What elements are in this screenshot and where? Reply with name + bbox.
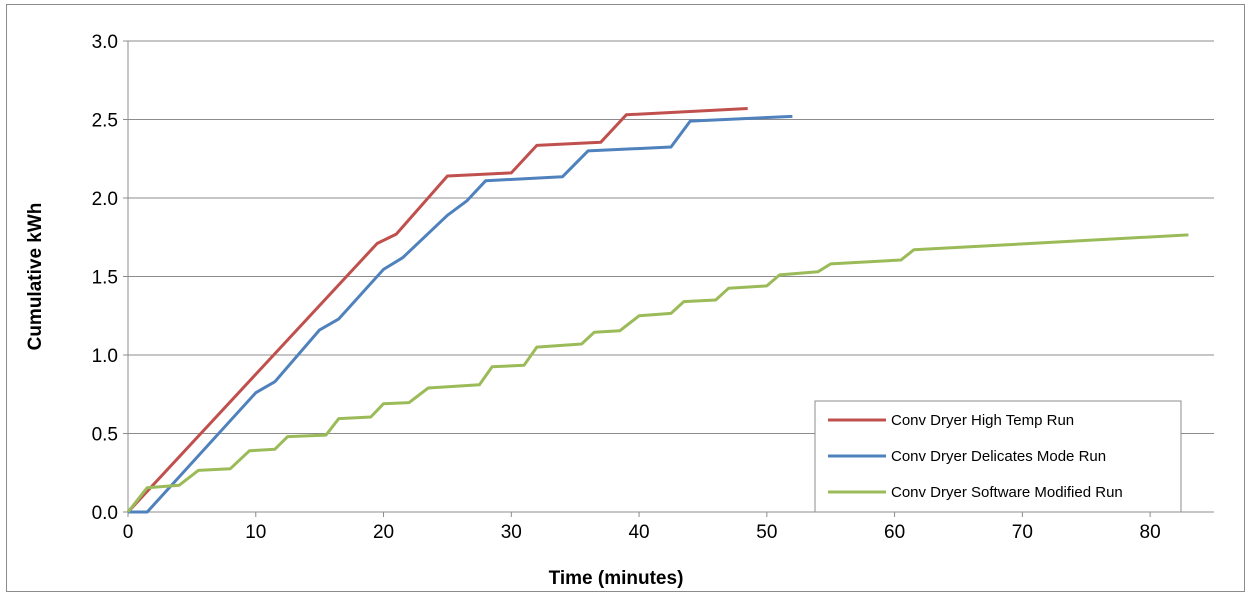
axes: 0.0 0.5 1.0 1.5 2.0 2.5 3.0 0 10 20 30 40 50 60 70 80 bbox=[92, 32, 1214, 543]
legend-label-3: Conv Dryer Software Modified Run bbox=[891, 484, 1123, 501]
series-line-2 bbox=[128, 114, 793, 514]
y-tick-label: 0.5 bbox=[92, 425, 118, 446]
line-chart: 0.0 0.5 1.0 1.5 2.0 2.5 3.0 0 10 20 30 40 50 60 70 80 C… bbox=[25, 32, 1214, 589]
legend-label-1: Conv Dryer High Temp Run bbox=[891, 412, 1074, 429]
x-axis-title: Time (minutes) bbox=[549, 568, 684, 589]
x-tick-label: 50 bbox=[756, 522, 777, 543]
x-tick-label: 60 bbox=[884, 522, 905, 543]
chart-area: 0.0 0.5 1.0 1.5 2.0 2.5 3.0 0 10 20 30 40 50 60 70 80 C… bbox=[6, 4, 1245, 592]
series-line-3 bbox=[126, 233, 1189, 513]
x-tick-label: 0 bbox=[123, 522, 134, 543]
y-tick-label: 1.5 bbox=[92, 268, 118, 289]
legend-label-2: Conv Dryer Delicates Mode Run bbox=[891, 448, 1106, 465]
y-tick-label: 3.0 bbox=[92, 32, 118, 53]
y-tick-label: 0.0 bbox=[92, 503, 118, 524]
gridlines bbox=[128, 40, 1214, 434]
x-tick-label: 10 bbox=[245, 522, 266, 543]
series-line-1 bbox=[126, 107, 748, 514]
x-tick-label: 20 bbox=[373, 522, 394, 543]
series-lines bbox=[126, 107, 1189, 514]
x-tick-label: 80 bbox=[1140, 522, 1161, 543]
y-tick-label: 2.5 bbox=[92, 111, 118, 132]
y-axis-title: Cumulative kWh bbox=[25, 203, 46, 351]
legend: Conv Dryer High Temp Run Conv Dryer Delic… bbox=[814, 400, 1182, 513]
y-tick-label: 2.0 bbox=[92, 189, 118, 210]
x-tick-label: 30 bbox=[501, 522, 522, 543]
y-tick-label: 1.0 bbox=[92, 346, 118, 367]
x-tick-label: 70 bbox=[1012, 522, 1033, 543]
x-tick-label: 40 bbox=[628, 522, 649, 543]
